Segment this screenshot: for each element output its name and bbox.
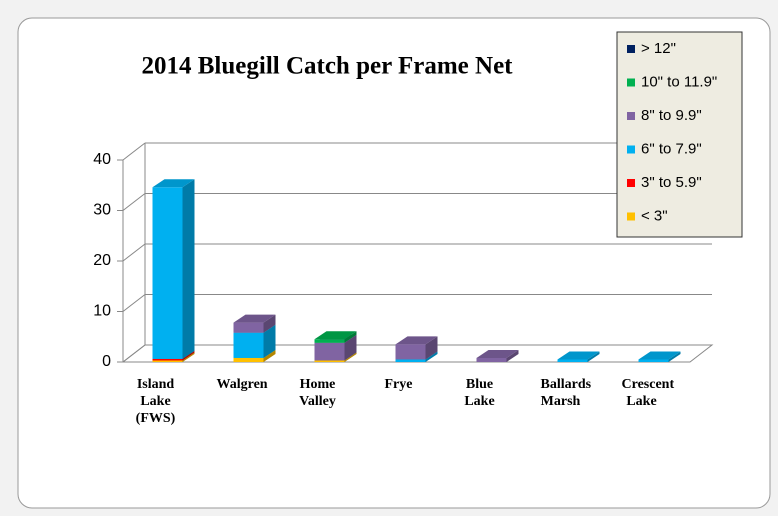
bar-front [152, 187, 183, 359]
chart-title: 2014 Bluegill Catch per Frame Net [142, 53, 514, 80]
bar-side [344, 334, 357, 361]
legend-swatch [627, 179, 635, 187]
bar-front [314, 339, 345, 343]
x-tick-label: Ballards Marsh [540, 377, 592, 409]
bar-front [314, 360, 345, 362]
y-tick-label: 20 [93, 252, 111, 269]
bar-top [233, 314, 276, 323]
grid-line-wall [122, 294, 146, 312]
legend-label: > 12" [641, 40, 676, 57]
bar-front [395, 344, 426, 360]
y-tick-label: 0 [102, 353, 111, 370]
bar-side [506, 349, 519, 362]
bar-top [314, 331, 357, 340]
bar-front [476, 357, 507, 362]
y-tick-label: 10 [93, 303, 111, 320]
bar-side [182, 352, 195, 362]
grid-line-wall [122, 142, 146, 161]
legend-swatch [627, 112, 635, 120]
bar-side [344, 331, 357, 343]
legend-label: < 3" [641, 207, 668, 224]
chart-area [17, 17, 771, 509]
legend-swatch [627, 212, 635, 221]
bar-side [263, 349, 276, 362]
bar-side [587, 351, 600, 362]
bar-side [263, 314, 276, 333]
bar-top [638, 351, 681, 360]
legend-box [616, 31, 743, 238]
legend-label: 6" to 7.9" [641, 140, 702, 157]
bar-front [233, 322, 264, 333]
x-tick-label: Blue Lake [464, 377, 495, 409]
grid-line-wall [122, 193, 146, 211]
x-tick-label: Crescent Lake [621, 377, 675, 409]
bar-side [668, 351, 681, 362]
bar-side [344, 352, 357, 362]
bar-side [263, 324, 276, 358]
legend-swatch [627, 145, 635, 154]
x-tick-label: Walgren [216, 377, 268, 392]
legend-label: 10" to 11.9" [641, 73, 717, 90]
x-tick-label: Home Valley [299, 377, 336, 409]
bar-front [395, 359, 426, 362]
grid-line-wall [122, 243, 146, 262]
bar-side [425, 351, 438, 362]
y-tick-label: 30 [93, 202, 111, 219]
bar-front [152, 358, 183, 361]
x-tick-label: Island Lake (FWS) [135, 377, 176, 426]
bar-top [476, 349, 519, 358]
bar-side [182, 350, 195, 361]
bar-side [182, 179, 195, 359]
bar-side [425, 336, 438, 360]
bar-top [152, 179, 195, 188]
bar-front [557, 359, 588, 362]
bar-front [152, 360, 183, 362]
legend-swatch [627, 78, 635, 87]
grid-line-wall [122, 344, 146, 363]
x-tick-label: Frye [384, 377, 413, 392]
legend-label: 8" to 9.9" [641, 107, 702, 124]
legend-label: 3" to 5.9" [641, 174, 702, 191]
bar-front [314, 342, 345, 361]
bar-front [638, 359, 669, 362]
bar-top [557, 351, 600, 360]
bar-top [395, 336, 438, 345]
y-tick-label: 40 [93, 151, 111, 168]
bar-front [233, 357, 264, 362]
legend-swatch [627, 45, 635, 53]
bar-front [233, 332, 264, 358]
